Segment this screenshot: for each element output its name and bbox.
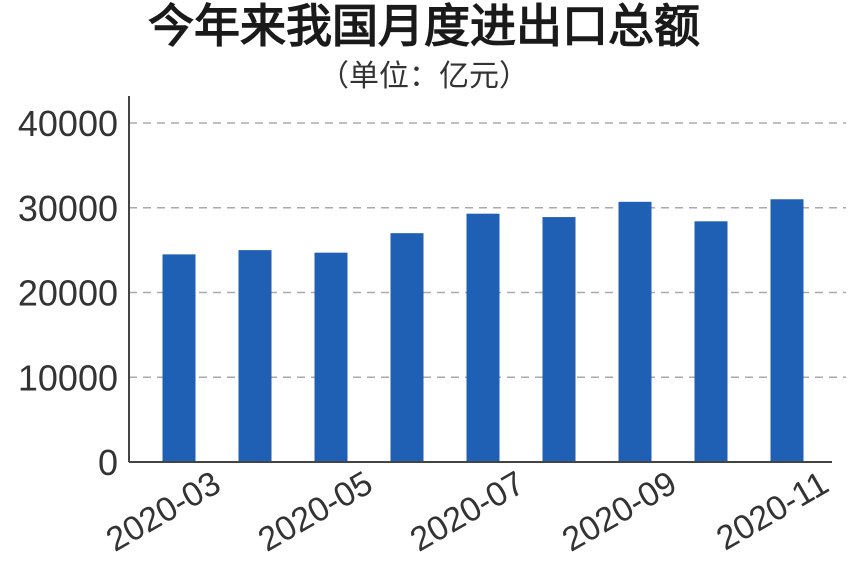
bar-2020-06: [390, 233, 424, 462]
x-tick-label: 2020-03: [100, 464, 227, 559]
x-axis-ticks: 2020-03 2020-05 2020-07 2020-09 2020-11: [100, 464, 835, 559]
bar-2020-08: [542, 217, 576, 462]
y-tick-label: 20000: [18, 273, 118, 314]
y-tick-label: 0: [98, 442, 118, 483]
bar-2020-11: [770, 199, 804, 462]
bars: [162, 199, 804, 462]
x-tick-label: 2020-07: [404, 464, 531, 559]
x-tick-label: 2020-11: [710, 464, 835, 558]
bar-2020-04: [238, 250, 272, 462]
bar-2020-03: [162, 254, 196, 462]
y-tick-label: 40000: [18, 103, 118, 144]
y-tick-label: 30000: [18, 188, 118, 229]
bar-2020-09: [618, 201, 652, 462]
x-tick-label: 2020-09: [556, 464, 683, 559]
chart-title: 今年来我国月度进出口总额: [148, 0, 700, 53]
x-tick-label: 2020-05: [252, 464, 379, 559]
bar-2020-07: [466, 213, 500, 462]
bar-2020-10: [694, 221, 728, 462]
chart-subtitle: （单位：亿元）: [319, 59, 529, 94]
y-tick-label: 10000: [18, 357, 118, 398]
y-axis-ticks: 0 10000 20000 30000 40000: [18, 103, 118, 483]
bar-2020-05: [314, 252, 348, 462]
